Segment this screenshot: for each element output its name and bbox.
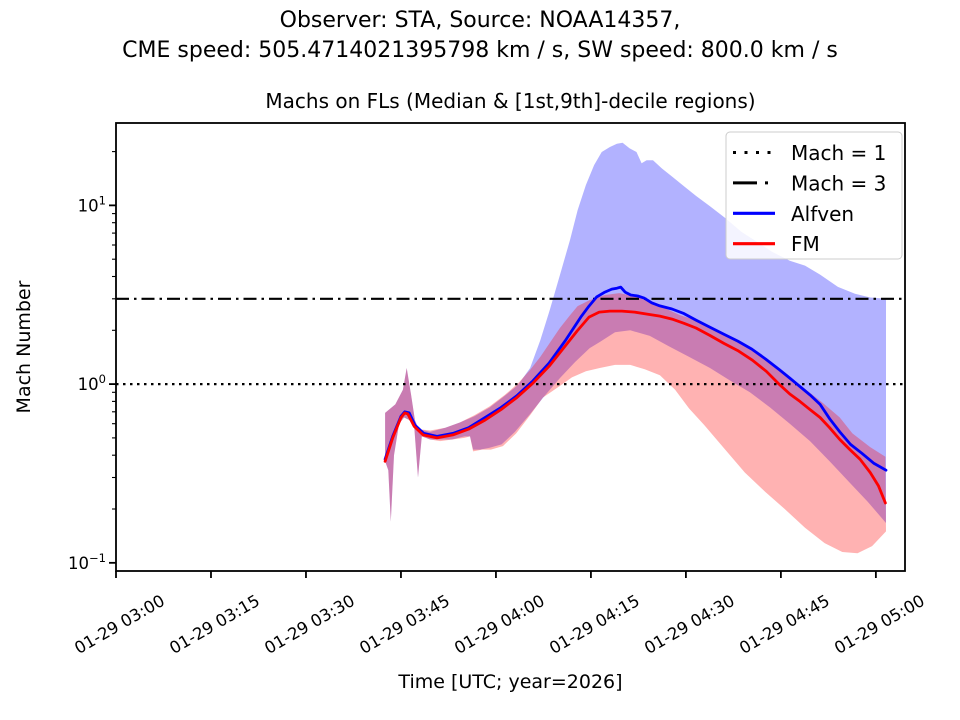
- alfven-decile-band: [385, 142, 886, 524]
- x-tick-label: 01-29 05:00: [831, 591, 928, 658]
- x-tick-label: 01-29 04:00: [451, 591, 548, 658]
- reference-lines: [116, 297, 905, 386]
- legend-label: FM: [791, 232, 820, 256]
- x-tick-label: 01-29 04:30: [641, 591, 738, 658]
- legend-label: Alfven: [791, 202, 854, 226]
- x-axis-label: Time [UTC; year=2026]: [398, 671, 623, 693]
- y-tick-label: 101: [78, 193, 106, 215]
- suptitle: Observer: STA, Source: NOAA14357, CME sp…: [0, 6, 960, 66]
- chart-title: Machs on FLs (Median & [1st,9th]-decile …: [265, 89, 756, 113]
- x-tick-label: 01-29 03:30: [261, 591, 358, 658]
- legend-label: Mach = 3: [791, 171, 886, 195]
- y-tick-label: 100: [78, 372, 106, 394]
- legend-label: Mach = 1: [791, 141, 886, 165]
- x-tick-label: 01-29 03:45: [356, 591, 453, 658]
- x-tick-label: 01-29 04:45: [736, 591, 833, 658]
- suptitle-line-1: Observer: STA, Source: NOAA14357,: [279, 8, 681, 33]
- decile-bands: [385, 142, 886, 554]
- x-tick-label: 01-29 04:15: [546, 591, 643, 658]
- y-axis: 101 100 10−1: [68, 151, 116, 573]
- fm-decile-band: [385, 293, 886, 554]
- fm-median-line: [383, 309, 887, 505]
- plot-border: [115, 122, 906, 572]
- x-tick-label: 01-29 03:00: [71, 591, 168, 658]
- x-tick-label: 01-29 03:15: [166, 591, 263, 658]
- suptitle-line-2: CME speed: 505.4714021395798 km / s, SW …: [122, 38, 838, 63]
- alfven-median-line: [383, 285, 888, 472]
- median-lines: [383, 285, 888, 505]
- legend: Mach = 1 Mach = 3 Alfven FM: [725, 131, 903, 260]
- legend-box: [725, 131, 903, 260]
- y-axis-label: Mach Number: [13, 280, 35, 413]
- y-tick-label: 10−1: [68, 551, 106, 573]
